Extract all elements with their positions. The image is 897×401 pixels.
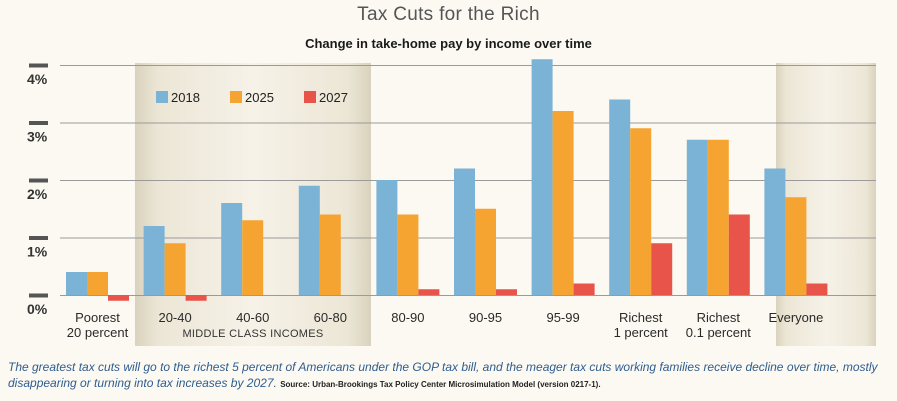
bar-2018 xyxy=(221,203,243,295)
y-tick-mark xyxy=(29,236,48,240)
bar-2018 xyxy=(298,185,320,295)
bar-2025 xyxy=(397,214,419,295)
group-label: MIDDLE CLASS INCOMES xyxy=(182,328,323,340)
x-tick-label: 20 percent xyxy=(67,325,129,340)
legend-label-2027: 2027 xyxy=(319,90,348,105)
bar-2018 xyxy=(376,180,398,295)
caption-text: The greatest tax cuts will go to the ric… xyxy=(8,360,878,390)
x-tick-label: Everyone xyxy=(768,310,823,325)
x-tick-label: 90-95 xyxy=(469,310,502,325)
bar-2018 xyxy=(686,139,708,295)
bar-2025 xyxy=(319,214,341,295)
bar-2025 xyxy=(785,197,807,295)
bar-2018 xyxy=(764,168,786,295)
bar-2018 xyxy=(66,272,87,295)
x-tick-label: 1 percent xyxy=(614,325,669,340)
middle-class-band xyxy=(135,63,371,346)
bar-2027 xyxy=(651,243,673,295)
x-tick-label: 60-80 xyxy=(314,310,347,325)
page-title: Tax Cuts for the Rich xyxy=(357,4,540,25)
bar-2027 xyxy=(496,289,517,295)
y-tick-label: 2% xyxy=(27,186,48,202)
bar-2025 xyxy=(164,243,186,295)
bar-2025 xyxy=(242,220,264,295)
bar-2025 xyxy=(707,139,729,295)
y-tick-mark xyxy=(29,178,48,183)
bar-2027 xyxy=(185,295,207,301)
bar-2027 xyxy=(728,214,750,295)
x-tick-label: 95-99 xyxy=(546,310,579,325)
x-tick-label: 40-60 xyxy=(236,310,269,325)
x-tick-label: Richest xyxy=(697,310,741,325)
y-tick-label: 1% xyxy=(27,244,48,260)
caption: The greatest tax cuts will go to the ric… xyxy=(8,359,890,393)
bar-2025 xyxy=(630,128,652,295)
bar-2025 xyxy=(87,272,108,295)
legend-swatch-2027 xyxy=(304,91,316,103)
legend-label-2018: 2018 xyxy=(171,90,200,105)
y-tick-label: 4% xyxy=(27,71,48,87)
y-tick-mark xyxy=(29,293,48,298)
bar-2018 xyxy=(531,59,553,295)
bar-2027 xyxy=(108,295,129,301)
legend-swatch-2025 xyxy=(230,91,242,103)
y-tick-label: 3% xyxy=(27,129,48,145)
x-tick-label: 0.1 percent xyxy=(686,325,751,340)
legend-swatch-2018 xyxy=(156,91,168,103)
x-tick-label: Richest xyxy=(619,310,663,325)
x-tick-label: Poorest xyxy=(75,310,120,325)
chart-subtitle: Change in take-home pay by income over t… xyxy=(305,36,592,51)
y-tick-mark xyxy=(29,121,48,125)
bar-2025 xyxy=(475,208,496,295)
bar-2025 xyxy=(552,111,574,295)
legend-label-2025: 2025 xyxy=(245,90,274,105)
y-tick-label: 0% xyxy=(27,301,48,317)
x-tick-label: 20-40 xyxy=(158,310,191,325)
bar-2027 xyxy=(806,283,828,295)
x-tick-label: 80-90 xyxy=(391,310,424,325)
bar-2018 xyxy=(609,99,631,295)
bar-2027 xyxy=(418,289,440,295)
y-tick-mark xyxy=(29,63,48,68)
bar-2018 xyxy=(454,168,475,295)
bar-2018 xyxy=(143,226,165,295)
bar-2027 xyxy=(573,283,595,295)
source-note: Source: Urban-Brookings Tax Policy Cente… xyxy=(280,380,601,389)
